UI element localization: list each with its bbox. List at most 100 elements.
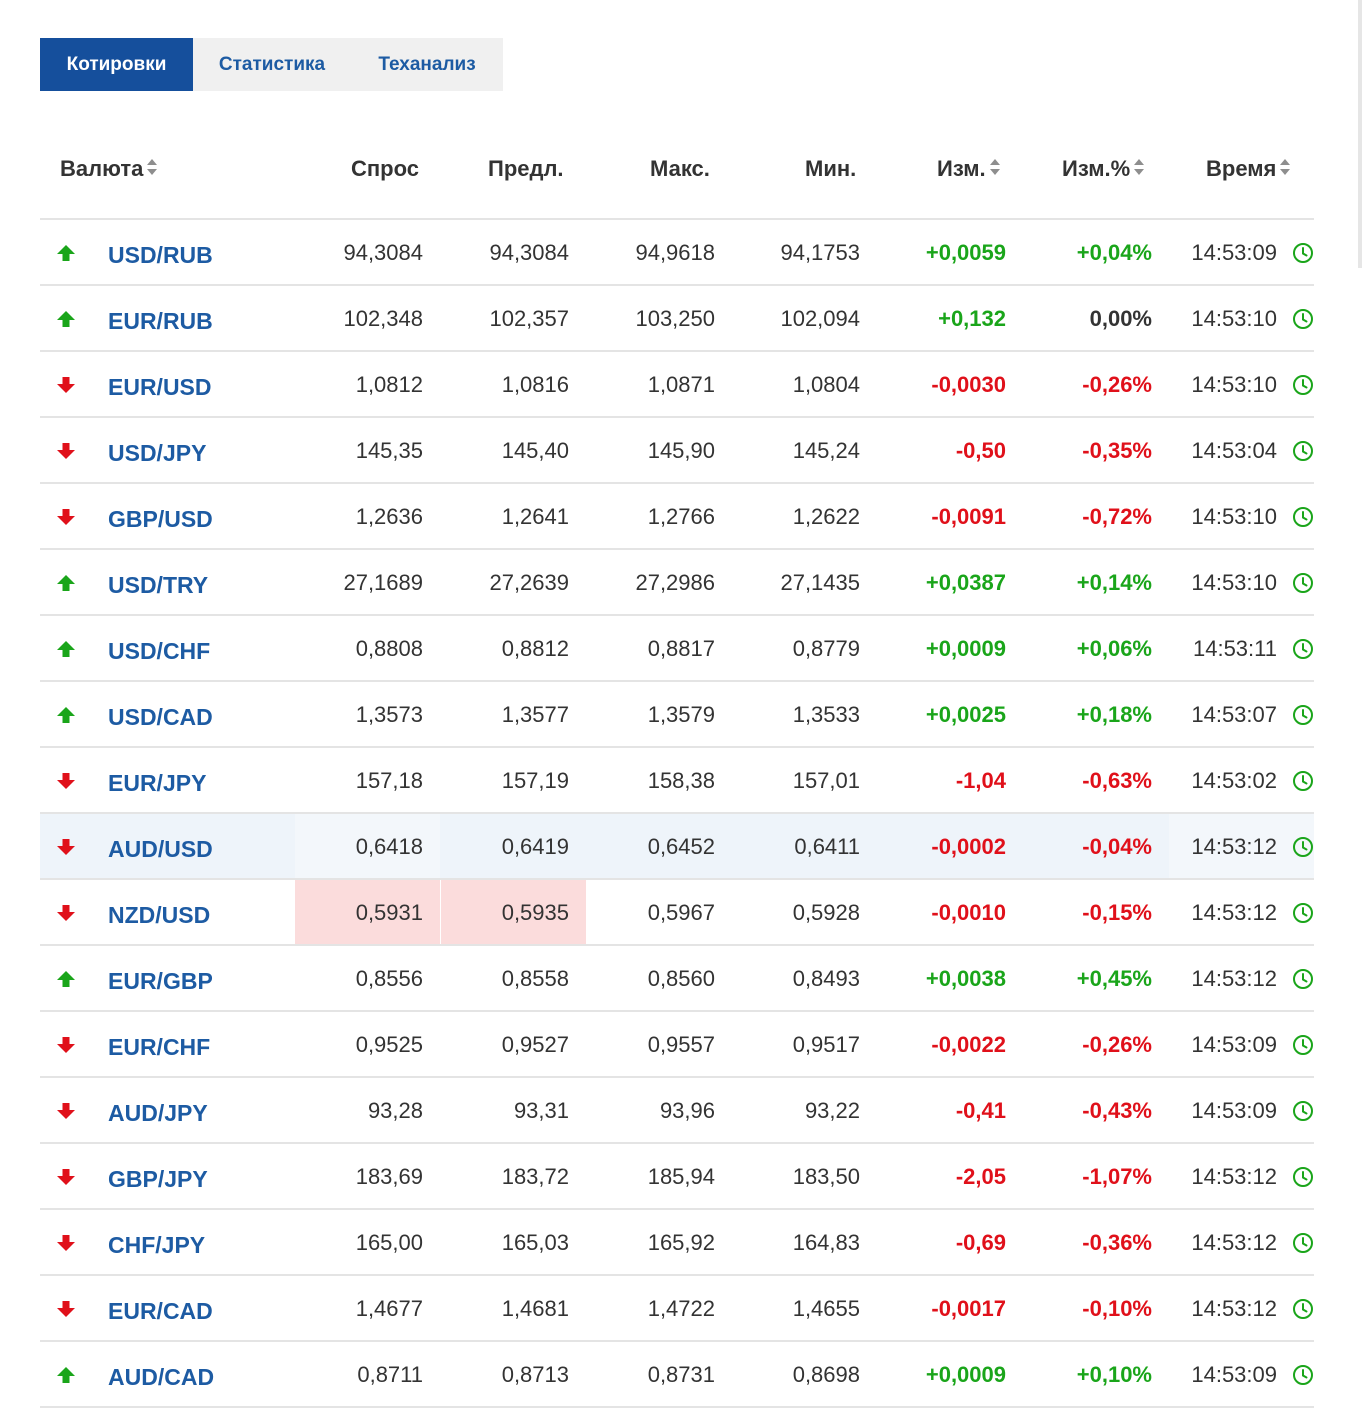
table-row[interactable]: USD/CHF 0,8808 0,8812 0,8817 0,8779 +0,0009 +0… xyxy=(40,616,1314,682)
currency-pair-link[interactable]: EUR/GBP xyxy=(108,968,213,994)
table-row[interactable]: AUD/USD 0,6418 0,6419 0,6452 0,6411 -0,0002 -0… xyxy=(40,814,1314,880)
currency-pair-link[interactable]: EUR/JPY xyxy=(108,770,207,796)
table-row[interactable]: NZD/USD 0,5931 0,5935 0,5967 0,5928 -0,0010 -0… xyxy=(40,880,1314,946)
ask-value: 1,2641 xyxy=(501,504,569,529)
quotes-table: Валюта Спрос Предл. Макс. Мин. Изм. Изм.… xyxy=(40,130,1314,1408)
currency-pair-link[interactable]: EUR/USD xyxy=(108,374,212,400)
change-value: -0,41 xyxy=(955,1098,1006,1123)
change-value: -0,0091 xyxy=(931,504,1006,529)
time-value: 14:53:09 xyxy=(1191,1032,1277,1057)
arrow-down-icon xyxy=(56,880,76,944)
max-value: 0,5967 xyxy=(647,900,715,925)
bid-value: 0,8808 xyxy=(355,636,423,661)
min-value: 1,4655 xyxy=(792,1296,860,1321)
table-row[interactable]: EUR/RUB 102,348 102,357 103,250 102,094 +0,13… xyxy=(40,286,1314,352)
table-row[interactable]: EUR/JPY 157,18 157,19 158,38 157,01 -1,04 -0,6… xyxy=(40,748,1314,814)
bid-value: 183,69 xyxy=(355,1164,423,1189)
currency-pair-link[interactable]: USD/TRY xyxy=(108,572,209,598)
col-currency-header[interactable]: Валюта xyxy=(60,130,158,218)
table-row[interactable]: GBP/JPY 183,69 183,72 185,94 183,50 -2,05 -1,0… xyxy=(40,1144,1314,1210)
ask-value: 0,8812 xyxy=(501,636,569,661)
table-row[interactable]: USD/RUB 94,3084 94,3084 94,9618 94,1753 +0,00… xyxy=(40,220,1314,286)
change-value: -2,05 xyxy=(955,1164,1006,1189)
currency-pair-link[interactable]: USD/CAD xyxy=(108,704,213,730)
bid-value: 93,28 xyxy=(367,1098,423,1123)
change-value: +0,0009 xyxy=(925,1362,1006,1387)
clock-icon xyxy=(1292,902,1314,924)
change-pct-value: -0,15% xyxy=(1082,900,1152,925)
currency-pair-link[interactable]: GBP/USD xyxy=(108,506,213,532)
table-row[interactable]: AUD/JPY 93,28 93,31 93,96 93,22 -0,41 -0,43% 14… xyxy=(40,1078,1314,1144)
time-value: 14:53:09 xyxy=(1191,1098,1277,1123)
change-value: +0,0009 xyxy=(925,636,1006,661)
sort-icon[interactable] xyxy=(1280,157,1291,177)
change-pct-value: -0,26% xyxy=(1082,372,1152,397)
sort-icon[interactable] xyxy=(989,157,1000,177)
currency-pair-link[interactable]: EUR/CAD xyxy=(108,1298,213,1324)
tab-statistics[interactable]: Статистика xyxy=(218,54,326,75)
table-body: USD/RUB 94,3084 94,3084 94,9618 94,1753 +0,00… xyxy=(40,220,1314,1408)
time-value: 14:53:10 xyxy=(1191,570,1277,595)
change-value: -0,0010 xyxy=(931,900,1006,925)
clock-icon xyxy=(1292,506,1314,528)
min-value: 1,3533 xyxy=(792,702,860,727)
table-row[interactable]: USD/TRY 27,1689 27,2639 27,2986 27,1435 +0,03… xyxy=(40,550,1314,616)
change-value: +0,0387 xyxy=(925,570,1006,595)
bid-flash xyxy=(295,880,440,944)
ask-value: 27,2639 xyxy=(489,570,569,595)
currency-pair-link[interactable]: USD/CHF xyxy=(108,638,211,664)
arrow-down-icon xyxy=(56,1210,76,1274)
min-value: 0,9517 xyxy=(792,1032,860,1057)
bid-value: 1,0812 xyxy=(355,372,423,397)
currency-pair-link[interactable]: AUD/USD xyxy=(108,836,213,862)
currency-pair-link[interactable]: USD/RUB xyxy=(108,242,213,268)
currency-pair-link[interactable]: GBP/JPY xyxy=(108,1166,208,1192)
clock-icon xyxy=(1292,1364,1314,1386)
col-time-header[interactable]: Время xyxy=(1206,130,1291,218)
change-pct-value: -0,26% xyxy=(1082,1032,1152,1057)
currency-pair-link[interactable]: EUR/CHF xyxy=(108,1034,211,1060)
currency-pair-link[interactable]: AUD/CAD xyxy=(108,1364,215,1390)
scrollbar[interactable] xyxy=(1358,0,1362,268)
min-value: 0,6411 xyxy=(794,834,860,859)
max-value: 0,8731 xyxy=(647,1362,715,1387)
table-row[interactable]: USD/CAD 1,3573 1,3577 1,3579 1,3533 +0,0025 +0… xyxy=(40,682,1314,748)
change-pct-value: 0,00% xyxy=(1089,306,1152,331)
tab-tech-analysis[interactable]: Теханализ xyxy=(378,54,476,75)
currency-pair-link[interactable]: USD/JPY xyxy=(108,440,207,466)
bid-value: 165,00 xyxy=(355,1230,423,1255)
tab-quotes[interactable]: Котировки xyxy=(40,38,193,91)
bid-value: 1,4677 xyxy=(355,1296,423,1321)
sort-icon[interactable] xyxy=(147,157,158,177)
arrow-up-icon xyxy=(56,946,76,1010)
arrow-down-icon xyxy=(56,1078,76,1142)
currency-pair-link[interactable]: NZD/USD xyxy=(108,902,211,928)
ask-value: 1,0816 xyxy=(501,372,569,397)
table-row[interactable]: EUR/USD 1,0812 1,0816 1,0871 1,0804 -0,0030 -0… xyxy=(40,352,1314,418)
col-change-label: Изм. xyxy=(937,156,986,181)
change-pct-value: -0,36% xyxy=(1082,1230,1152,1255)
max-value: 158,38 xyxy=(647,768,715,793)
table-row[interactable]: AUD/CAD 0,8711 0,8713 0,8731 0,8698 +0,0009 +0… xyxy=(40,1342,1314,1408)
table-row[interactable]: GBP/USD 1,2636 1,2641 1,2766 1,2622 -0,0091 -0… xyxy=(40,484,1314,550)
col-change-pct-header[interactable]: Изм.% xyxy=(1062,130,1145,218)
currency-pair-link[interactable]: CHF/JPY xyxy=(108,1232,206,1258)
min-value: 164,83 xyxy=(792,1230,860,1255)
currency-pair-link[interactable]: AUD/JPY xyxy=(108,1100,208,1126)
sort-icon[interactable] xyxy=(1134,157,1145,177)
table-row[interactable]: EUR/CHF 0,9525 0,9527 0,9557 0,9517 -0,0022 -0… xyxy=(40,1012,1314,1078)
max-value: 103,250 xyxy=(635,306,715,331)
col-change-header[interactable]: Изм. xyxy=(937,130,1000,218)
table-row[interactable]: CHF/JPY 165,00 165,03 165,92 164,83 -0,69 -0,3… xyxy=(40,1210,1314,1276)
bid-value: 27,1689 xyxy=(343,570,423,595)
arrow-down-icon xyxy=(56,484,76,548)
col-change-pct-label: Изм.% xyxy=(1062,156,1131,181)
clock-icon xyxy=(1292,1298,1314,1320)
max-value: 1,2766 xyxy=(647,504,715,529)
clock-icon xyxy=(1292,704,1314,726)
currency-pair-link[interactable]: EUR/RUB xyxy=(108,308,213,334)
min-value: 145,24 xyxy=(792,438,860,463)
table-row[interactable]: EUR/CAD 1,4677 1,4681 1,4722 1,4655 -0,0017 -0… xyxy=(40,1276,1314,1342)
table-row[interactable]: USD/JPY 145,35 145,40 145,90 145,24 -0,50 -0,3… xyxy=(40,418,1314,484)
table-row[interactable]: EUR/GBP 0,8556 0,8558 0,8560 0,8493 +0,0038 +0… xyxy=(40,946,1314,1012)
